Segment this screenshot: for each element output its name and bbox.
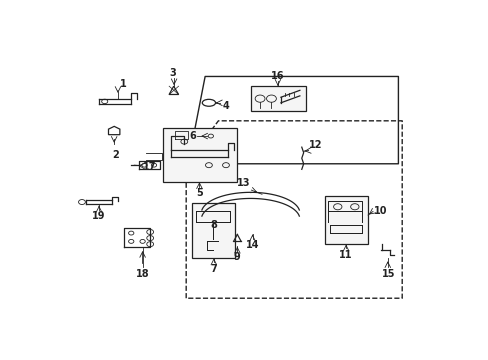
Text: 6: 6 xyxy=(188,131,195,141)
Text: 5: 5 xyxy=(196,188,203,198)
Text: 4: 4 xyxy=(222,100,228,111)
Text: 10: 10 xyxy=(373,206,386,216)
Text: 11: 11 xyxy=(339,250,352,260)
FancyBboxPatch shape xyxy=(250,86,305,111)
Text: 18: 18 xyxy=(136,269,149,279)
Text: 8: 8 xyxy=(210,220,217,230)
Text: 14: 14 xyxy=(245,240,259,250)
Text: 1: 1 xyxy=(120,79,127,89)
FancyBboxPatch shape xyxy=(324,195,367,244)
Text: 17: 17 xyxy=(142,162,156,172)
FancyBboxPatch shape xyxy=(191,203,235,258)
Text: 13: 13 xyxy=(237,178,250,188)
Text: 16: 16 xyxy=(270,71,284,81)
Text: 2: 2 xyxy=(112,150,119,160)
Text: 19: 19 xyxy=(92,211,105,221)
FancyBboxPatch shape xyxy=(163,128,237,182)
Text: 7: 7 xyxy=(210,264,217,274)
Text: 12: 12 xyxy=(309,140,322,150)
Text: 15: 15 xyxy=(382,269,395,279)
Text: 9: 9 xyxy=(233,252,240,262)
Text: 3: 3 xyxy=(169,68,176,78)
